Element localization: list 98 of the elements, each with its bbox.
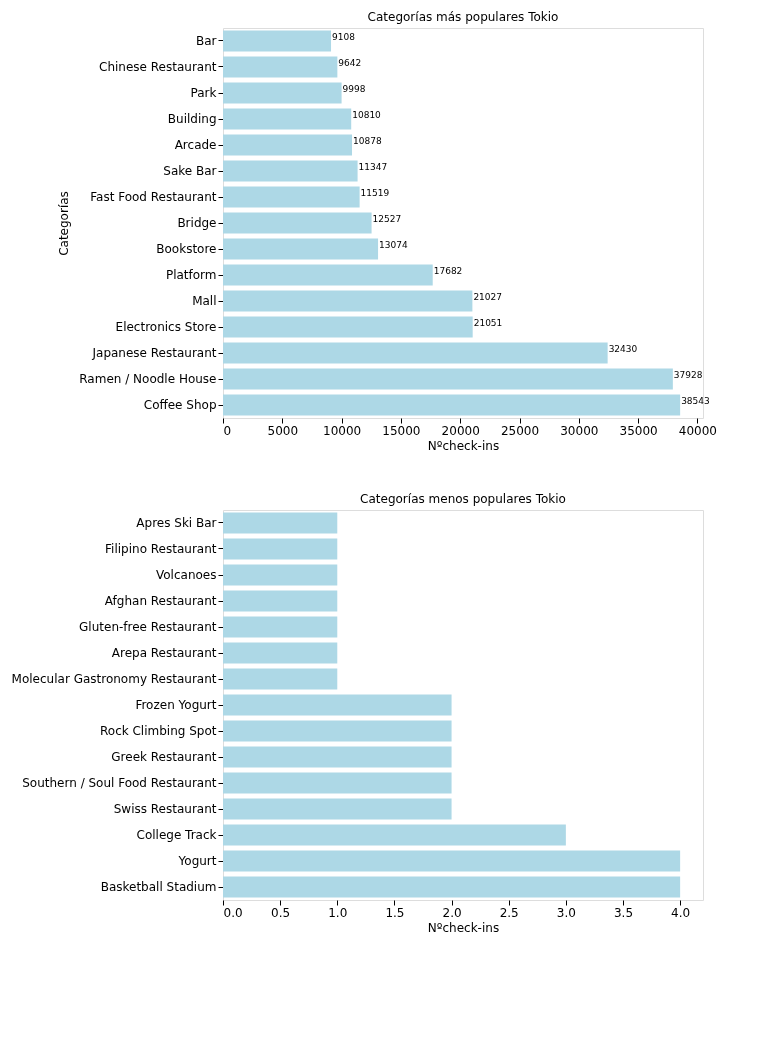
y-tick-label: Frozen Yogurt: [135, 698, 217, 712]
x-tick-label: 20000: [441, 423, 480, 438]
bar: [223, 798, 452, 820]
x-axis-title: Nºcheck-ins: [427, 438, 500, 453]
bar: [223, 512, 338, 534]
data-label: 32430: [608, 344, 638, 354]
bar: [223, 134, 353, 156]
bar: [223, 212, 372, 234]
bar: [223, 564, 338, 586]
bar: [223, 668, 338, 690]
bar: [223, 720, 452, 742]
x-tick-label: 1.0: [328, 905, 348, 920]
x-tick-label: 0.5: [271, 905, 291, 920]
y-tick-label: Greek Restaurant: [111, 750, 217, 764]
y-tick-label: Mall: [192, 294, 217, 308]
data-label: 9108: [332, 32, 356, 42]
y-tick-label: Ramen / Noodle House: [79, 372, 217, 386]
bar: [223, 590, 338, 612]
bar: [223, 342, 608, 364]
y-tick-label: Arcade: [174, 138, 217, 152]
bar: [223, 368, 673, 390]
y-tick-label: Coffee Shop: [143, 398, 217, 412]
data-label: 9998: [342, 84, 366, 94]
y-tick-label: Chinese Restaurant: [99, 60, 217, 74]
x-tick-label: 15000: [382, 423, 421, 438]
bar: [223, 316, 473, 338]
x-tick-label: 40000: [678, 423, 718, 438]
data-label: 37928: [673, 370, 703, 380]
bar: [223, 746, 452, 768]
bar: [223, 824, 566, 846]
y-tick-label: Fast Food Restaurant: [90, 190, 217, 204]
y-tick-label: Bridge: [177, 216, 217, 230]
y-tick-label: Southern / Soul Food Restaurant: [22, 776, 217, 790]
data-label: 10878: [353, 136, 382, 146]
data-label: 10810: [352, 110, 382, 120]
x-tick-label: 2.0: [442, 905, 462, 920]
x-tick-label: 3.5: [613, 905, 634, 920]
x-tick-label: 3.0: [556, 905, 576, 920]
bar: [223, 186, 360, 208]
y-tick-label: Molecular Gastronomy Restaurant: [11, 672, 217, 686]
bar: [223, 850, 681, 872]
data-label: 9642: [338, 58, 362, 68]
x-tick-label: 4.0: [671, 905, 691, 920]
y-tick-label: Yogurt: [177, 854, 217, 868]
data-label: 11347: [358, 162, 388, 172]
x-tick-label: 0.0: [223, 905, 243, 920]
data-label: 17682: [433, 266, 463, 276]
data-label: 21027: [473, 292, 503, 302]
y-tick-label: Japanese Restaurant: [91, 346, 217, 360]
bar: [223, 290, 473, 312]
data-label: 12527: [372, 214, 402, 224]
x-tick-label: 1.5: [385, 905, 405, 920]
y-tick-label: Bookstore: [156, 242, 217, 256]
y-tick-label: Volcanoes: [156, 568, 217, 582]
bar: [223, 160, 358, 182]
bar: [223, 538, 338, 560]
bar: [223, 238, 379, 260]
x-tick-label: 35000: [619, 423, 658, 438]
x-tick-label: 10000: [323, 423, 362, 438]
x-tick-label: 25000: [500, 423, 540, 438]
x-tick-label: 5000: [267, 423, 299, 438]
y-tick-label: Filipino Restaurant: [105, 542, 217, 556]
bar: [223, 616, 338, 638]
x-tick-label: 2.5: [499, 905, 519, 920]
bar: [223, 642, 338, 664]
bar: [223, 694, 452, 716]
bar: [223, 394, 681, 416]
y-tick-label: Arepa Restaurant: [111, 646, 217, 660]
y-tick-label: Platform: [165, 268, 217, 282]
bar: [223, 108, 352, 130]
y-tick-label: Gluten-free Restaurant: [79, 620, 217, 634]
y-axis-title: Categorías: [57, 191, 72, 256]
x-tick-label: 30000: [560, 423, 599, 438]
bar: [223, 876, 681, 898]
chart-title: Categorías más populares Tokio: [367, 10, 559, 24]
y-tick-label: Swiss Restaurant: [113, 802, 217, 816]
bar: [223, 264, 433, 286]
y-tick-label: Basketball Stadium: [100, 880, 217, 894]
bar: [223, 772, 452, 794]
y-tick-label: Afghan Restaurant: [104, 594, 217, 608]
data-label: 21051: [473, 318, 503, 328]
bar: [223, 56, 338, 78]
bar: [223, 30, 332, 52]
x-axis-title: Nºcheck-ins: [427, 920, 500, 935]
data-label: 13074: [379, 240, 408, 250]
bar: [223, 82, 342, 104]
y-tick-label: Sake Bar: [163, 164, 217, 178]
x-tick-label: 0: [223, 423, 232, 438]
y-tick-label: Rock Climbing Spot: [99, 724, 217, 738]
chart-title: Categorías menos populares Tokio: [360, 492, 566, 506]
data-label: 11519: [360, 188, 390, 198]
y-tick-label: Apres Ski Bar: [136, 516, 217, 530]
y-tick-label: Building: [167, 112, 217, 126]
data-label: 38543: [681, 396, 710, 406]
y-tick-label: College Track: [136, 828, 217, 842]
y-tick-label: Park: [190, 86, 217, 100]
y-tick-label: Bar: [195, 34, 217, 48]
y-tick-label: Electronics Store: [115, 320, 217, 334]
